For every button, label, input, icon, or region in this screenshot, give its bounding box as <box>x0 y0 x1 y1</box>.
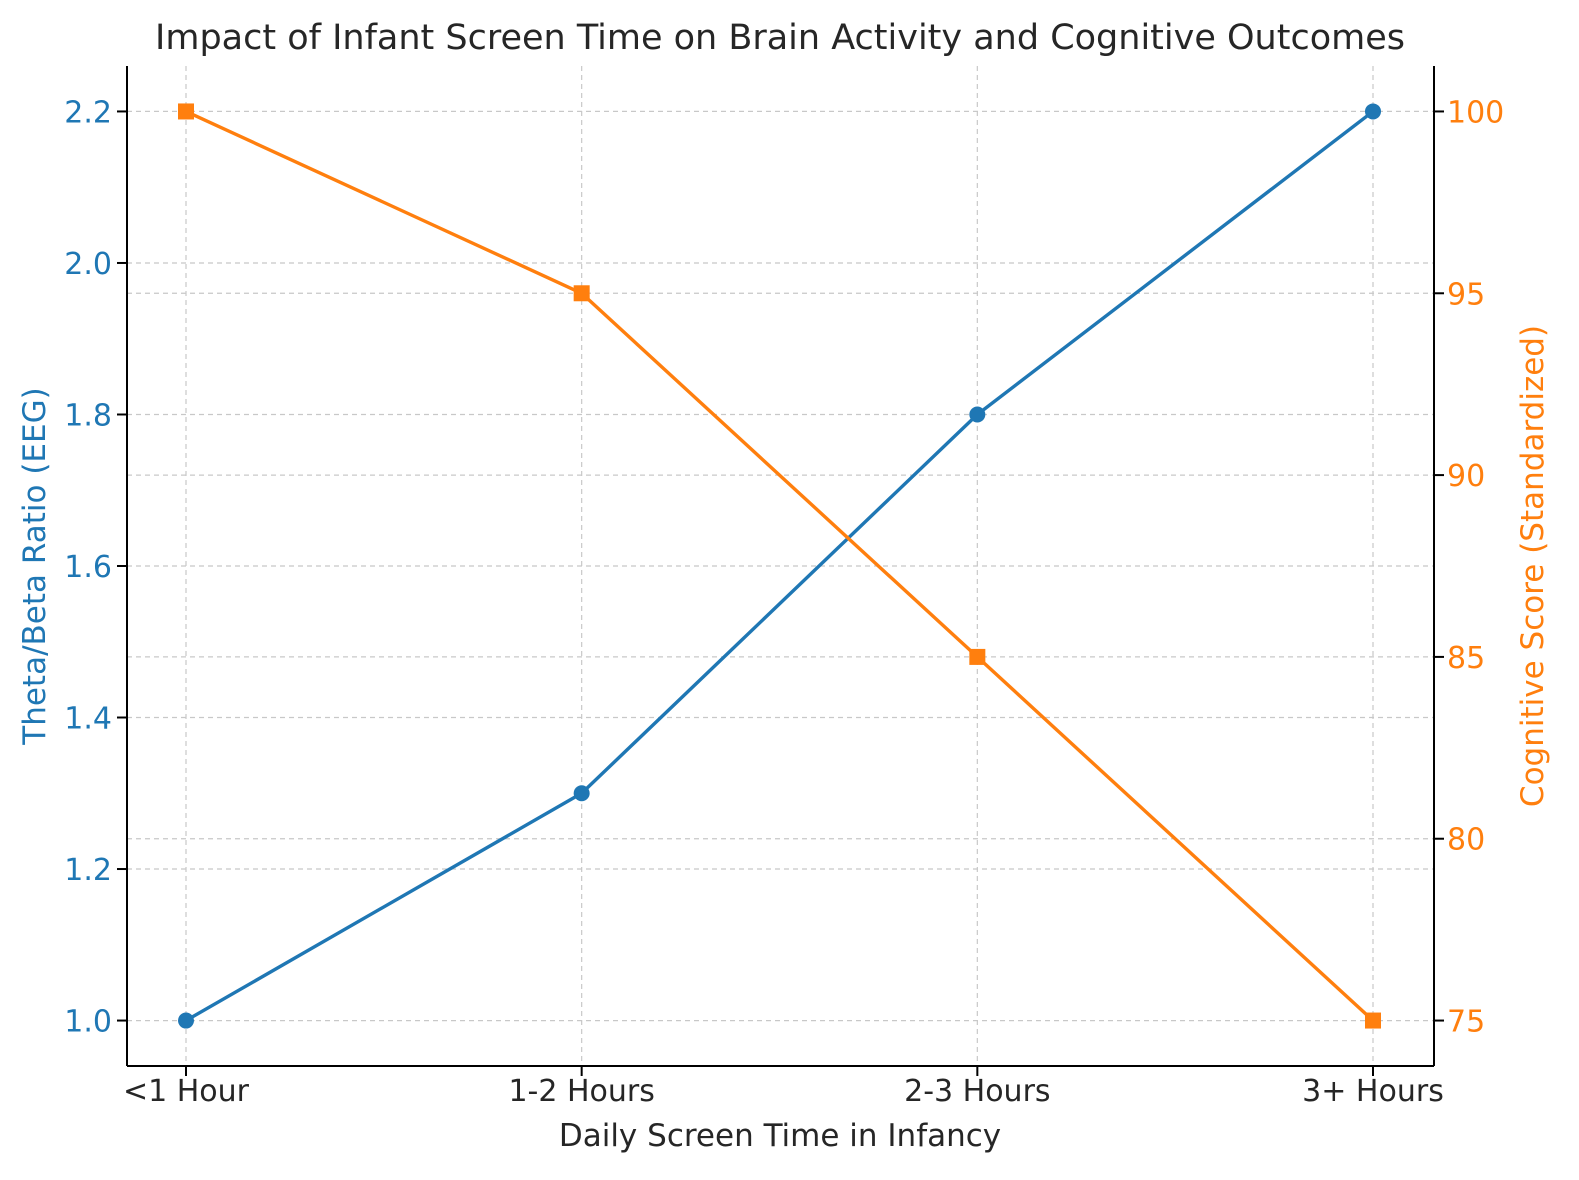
left-y-tick-label: 1.2 <box>64 853 112 888</box>
left-y-tick-label: 1.0 <box>64 1005 112 1040</box>
left-y-tick-label: 1.6 <box>64 550 112 585</box>
x-axis-label: Daily Screen Time in Infancy <box>559 1118 1001 1154</box>
grid <box>127 66 1434 1066</box>
right-y-axis-label: Cognitive Score (Standardized) <box>1515 325 1551 807</box>
data-point-left <box>178 1012 194 1029</box>
series-line-left <box>185 110 1375 1023</box>
left-y-axis-label: Theta/Beta Ratio (EEG) <box>17 387 53 745</box>
labels: Impact of Infant Screen Time on Brain Ac… <box>17 18 1551 1154</box>
data-point-right <box>1365 1012 1381 1029</box>
series-line-right <box>185 109 1375 1022</box>
left-y-tick-label: 2.2 <box>64 95 112 130</box>
data-point-left <box>1365 103 1381 120</box>
axes: <1 Hour 1-2 Hours 2-3 Hours 3+ Hours 1.0 1.2 1… <box>64 66 1504 1109</box>
data-point-left <box>969 406 986 423</box>
right-y-tick-label: 80 <box>1447 823 1485 858</box>
right-y-tick-label: 85 <box>1447 641 1485 676</box>
x-tick-label: 1-2 Hours <box>508 1074 654 1109</box>
x-tick-label: 2-3 Hours <box>904 1074 1050 1109</box>
right-y-tick-label: 75 <box>1447 1005 1485 1040</box>
data-point-right <box>969 648 986 665</box>
chart-title: Impact of Infant Screen Time on Brain Ac… <box>155 18 1405 58</box>
data-point-right <box>573 285 590 302</box>
left-y-tick-label: 1.4 <box>64 702 112 737</box>
right-y-tick-label: 90 <box>1447 459 1485 494</box>
data-point-left <box>573 785 590 802</box>
right-y-tick-label: 100 <box>1447 95 1504 130</box>
left-y-tick-label: 2.0 <box>64 247 112 282</box>
series-layer <box>178 103 1381 1029</box>
left-y-tick-label: 1.8 <box>64 398 112 433</box>
data-point-right <box>178 103 194 120</box>
x-tick-label: 3+ Hours <box>1302 1074 1444 1109</box>
x-tick-label: <1 Hour <box>123 1074 250 1109</box>
right-y-tick-label: 95 <box>1447 277 1485 312</box>
